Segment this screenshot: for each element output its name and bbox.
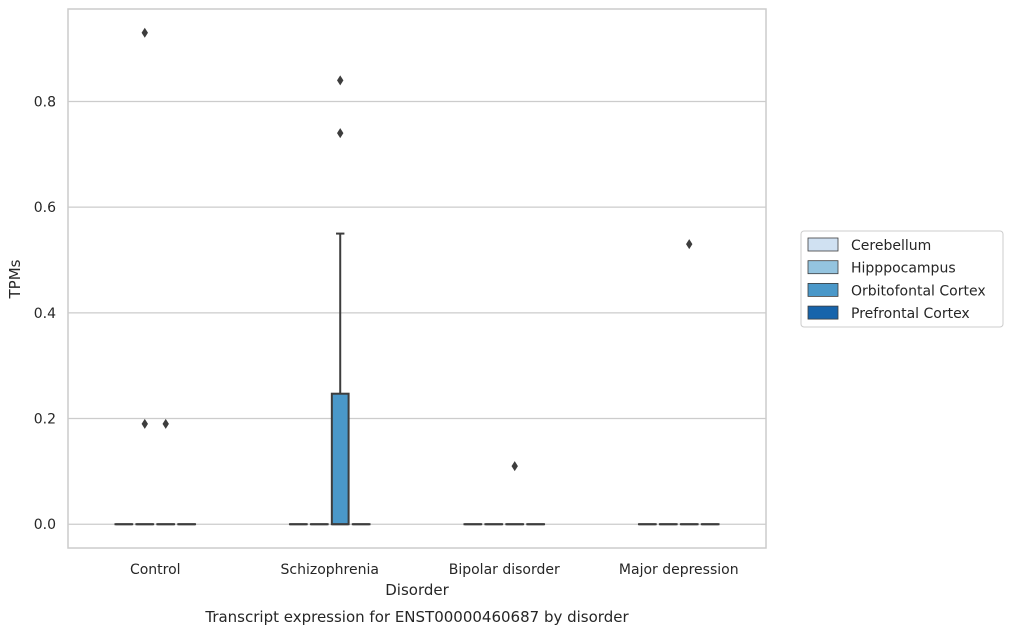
x-tick-label: Schizophrenia [281,562,379,578]
y-axis-title: TPMs [6,259,24,299]
outlier-point [511,461,518,472]
outlier-point [141,418,148,429]
box-group [679,239,699,526]
x-tick-label: Bipolar disorder [449,562,560,578]
x-tick-labels: Control Schizophrenia Bipolar disorder Majo… [130,562,739,578]
x-tick-label: Control [130,562,181,578]
box-series-group [114,27,720,526]
x-axis-title: Disorder [385,581,449,599]
legend-frame [800,230,1004,328]
y-tick-label: 0.4 [34,306,56,322]
box-group [330,75,350,526]
y-tick-labels: 0.0 0.2 0.4 0.6 0.8 [34,94,56,533]
outlier-point [337,75,344,86]
legend-label: Cerebellum [851,238,931,254]
y-tick-label: 0.8 [34,94,56,110]
legend: Cerebellum Hipppocampus Orbitofontal Corte… [800,230,1004,328]
x-tick-label: Major depression [619,562,739,578]
legend-label: Hipppocampus [851,261,956,277]
legend-label: Prefrontal Cortex [851,306,970,322]
outlier-point [337,128,344,139]
chart-caption: Transcript expression for ENST0000046068… [204,608,629,626]
legend-swatch [807,282,839,297]
box-group [135,27,155,526]
plot-frame [67,8,767,549]
y-tick-label: 0.0 [34,517,56,533]
y-tick-label: 0.2 [34,412,56,428]
outlier-point [686,239,693,250]
legend-swatch [807,260,839,275]
outlier-point [162,418,169,429]
legend-swatch [807,237,839,252]
legend-swatch [807,305,839,320]
box [330,392,350,526]
y-tick-label: 0.6 [34,200,56,216]
outlier-point [141,27,148,38]
box-group [156,418,176,526]
legend-label: Orbitofontal Cortex [851,283,986,299]
box-group [505,461,525,526]
